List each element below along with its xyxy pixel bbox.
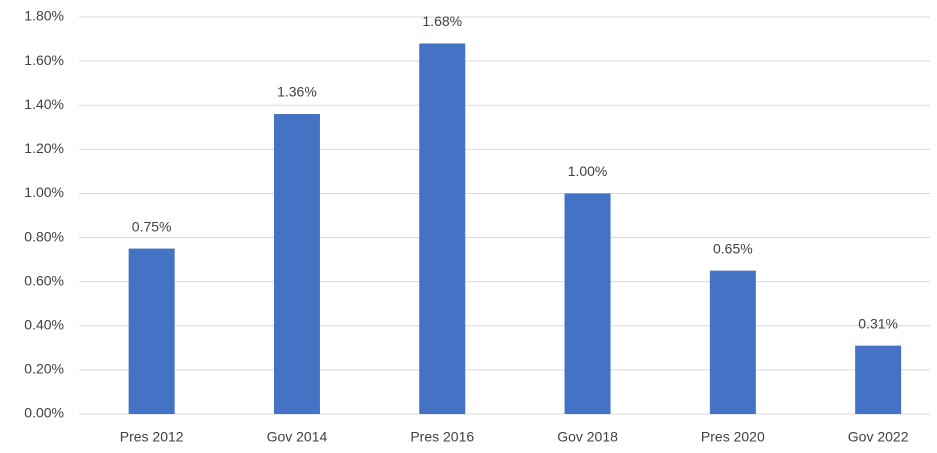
data-label: 1.68% xyxy=(422,13,462,29)
x-tick-label: Gov 2014 xyxy=(267,429,328,445)
bar xyxy=(419,43,466,414)
bar xyxy=(273,114,320,415)
data-label: 0.31% xyxy=(858,315,898,331)
x-tick-label: Gov 2018 xyxy=(557,429,618,445)
bar xyxy=(128,248,175,414)
y-tick-label: 1.80% xyxy=(24,8,64,24)
y-tick-label: 0.60% xyxy=(24,272,64,288)
x-tick-label: Pres 2016 xyxy=(410,429,474,445)
y-tick-label: 1.00% xyxy=(24,184,64,200)
y-tick-label: 0.20% xyxy=(24,361,64,377)
y-tick-label: 0.00% xyxy=(24,405,64,421)
data-label: 1.00% xyxy=(568,163,608,179)
bar xyxy=(709,270,756,414)
y-tick-label: 1.60% xyxy=(24,52,64,68)
bar xyxy=(855,345,902,414)
y-tick-label: 0.40% xyxy=(24,316,64,332)
x-tick-label: Gov 2022 xyxy=(848,429,909,445)
x-tick-label: Pres 2012 xyxy=(120,429,184,445)
x-tick-label: Pres 2020 xyxy=(701,429,765,445)
data-label: 0.75% xyxy=(132,218,172,234)
data-label: 1.36% xyxy=(277,84,317,100)
data-label: 0.65% xyxy=(713,240,753,256)
y-tick-label: 1.20% xyxy=(24,140,64,156)
y-tick-label: 1.40% xyxy=(24,96,64,112)
bar xyxy=(564,193,611,414)
y-tick-label: 0.80% xyxy=(24,228,64,244)
